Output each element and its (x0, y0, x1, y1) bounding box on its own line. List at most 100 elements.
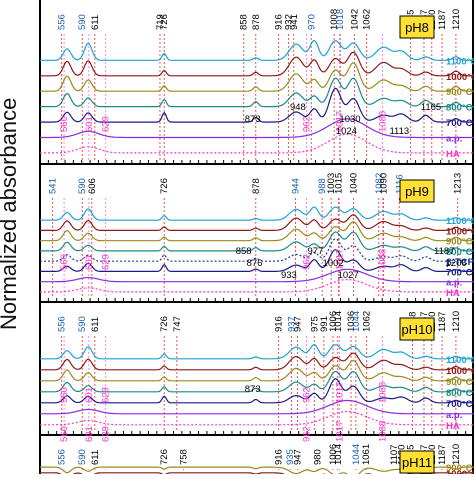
series-label: 700°C (446, 267, 473, 278)
peak-annotation: 1165 (421, 102, 441, 113)
series-label: 1000°C (446, 226, 474, 237)
peak-label: 937 (286, 316, 297, 332)
peak-annotation: 1024 (336, 126, 357, 137)
peak-label: 1107 (389, 445, 400, 465)
peak-label: 601 (84, 426, 95, 442)
spectrum-pH10-4 (40, 378, 474, 404)
ph-badge-label: pH8 (405, 20, 429, 35)
peak-label: 726 (159, 316, 170, 332)
ph-badge-label: pH9 (405, 184, 429, 199)
peak-label: 556 (57, 316, 68, 332)
peak-label: 1062 (362, 311, 373, 332)
peak-label: 1003 (326, 173, 337, 194)
peak-label: 941 (289, 14, 300, 30)
peak-label: 970 (306, 14, 317, 30)
peak-label: 719 (155, 14, 166, 30)
series-label: 700°C (446, 118, 473, 129)
panel-frame-pH11 (39, 434, 474, 479)
series-label: a.p. (446, 133, 462, 144)
spectrum-pH10-2 (40, 359, 474, 382)
ph-badge-box (399, 179, 435, 203)
series-label: 900°C (446, 377, 473, 388)
peak-label: 932 (283, 14, 294, 30)
peak-label: 560 (59, 116, 70, 132)
ph-badge-box (399, 450, 435, 474)
ph-badge-label: pH10 (401, 322, 432, 337)
peak-annotation: 1187 (434, 246, 454, 257)
peak-label: 858 (239, 14, 250, 30)
series-label: 1100°C (446, 56, 474, 67)
peak-label: 1006 (328, 311, 339, 332)
peak-label: 1017 (335, 382, 346, 403)
peak-label: 590 (77, 178, 88, 194)
peak-label: 1088 (377, 249, 388, 270)
peak-label: 1015 (333, 173, 344, 194)
peak-label: 916 (274, 316, 285, 332)
spectrum-pH8-2 (40, 62, 474, 92)
series-label: 1000°C (446, 366, 474, 377)
peak-label: 980 (312, 449, 323, 465)
spectrum-pH9-6 (40, 268, 474, 283)
series-label: a.p. (446, 278, 462, 289)
series-label: 800°C (446, 388, 473, 399)
spectrum-pH10-3 (40, 370, 474, 393)
peak-annotation: 1002 (323, 258, 344, 269)
peak-label: 962 (301, 387, 312, 403)
peak-label: 590 (77, 14, 88, 30)
peak-annotation: 948 (290, 102, 306, 113)
peak-label: 606 (87, 178, 98, 194)
spectrum-pH10-0 (40, 344, 474, 360)
spectrum-pH10-5 (40, 399, 474, 415)
peak-annotation: 977 (307, 246, 323, 257)
spectrum-pH9-4 (40, 238, 474, 262)
peak-label: 991 (319, 316, 330, 332)
peak-label: 1014 (333, 311, 344, 332)
spectrum-pH8-0 (40, 39, 474, 61)
peak-label: 1062 (362, 9, 373, 30)
series-label: HA (446, 288, 460, 299)
peak-label: 726 (159, 14, 170, 30)
ph-badge-box (399, 15, 435, 39)
series-label: 900°C (446, 463, 473, 474)
peak-label: 1061 (361, 444, 372, 465)
peak-label: 1008 (329, 9, 340, 30)
peak-label: 1014 (333, 444, 344, 465)
peak-label: 611 (90, 15, 101, 30)
peak-label: 1210 (451, 311, 462, 332)
peak-label: 726 (159, 178, 170, 194)
peak-label: 758 (178, 449, 189, 465)
spectrum-pH8-1 (40, 51, 474, 77)
peak-label: 629 (101, 254, 112, 270)
series-label: 1100°C (446, 355, 474, 366)
peak-label: 560 (59, 387, 70, 403)
peak-label: 629 (101, 387, 112, 403)
peak-label: 629 (101, 116, 112, 132)
peak-label: 1042 (350, 9, 361, 30)
peak-label: 916 (274, 14, 285, 30)
peak-label: 947 (292, 316, 303, 332)
spectrum-pH10-1 (40, 352, 474, 371)
peak-annotation: 858 (236, 246, 252, 257)
peak-label: 1088 (377, 382, 388, 403)
peak-annotation: 873 (245, 384, 261, 395)
series-label: 700°C (446, 399, 473, 410)
series-label: a.p. (446, 410, 462, 421)
peak-label: 944 (291, 178, 302, 194)
peak-label: 1082 (374, 173, 385, 194)
peak-label: 962 (301, 426, 312, 442)
series-label: 800°C (446, 103, 473, 114)
spectrum-pH9-3 (40, 231, 474, 252)
peak-label: 878 (251, 178, 262, 194)
spectrum-pH9-0 (40, 206, 474, 221)
peak-label: 556 (57, 449, 68, 465)
peak-label: 611 (90, 317, 101, 332)
peak-label: 947 (292, 449, 303, 465)
peak-label: 878 (251, 14, 262, 30)
series-label: 800°C (446, 247, 473, 258)
peak-label: 1210 (451, 444, 462, 465)
peak-label: 1018 (335, 9, 346, 30)
peak-label: 1036 (346, 311, 357, 332)
series-label: 900°C (446, 237, 473, 248)
peak-label: 988 (317, 178, 328, 194)
ph-badge-box (399, 317, 435, 341)
